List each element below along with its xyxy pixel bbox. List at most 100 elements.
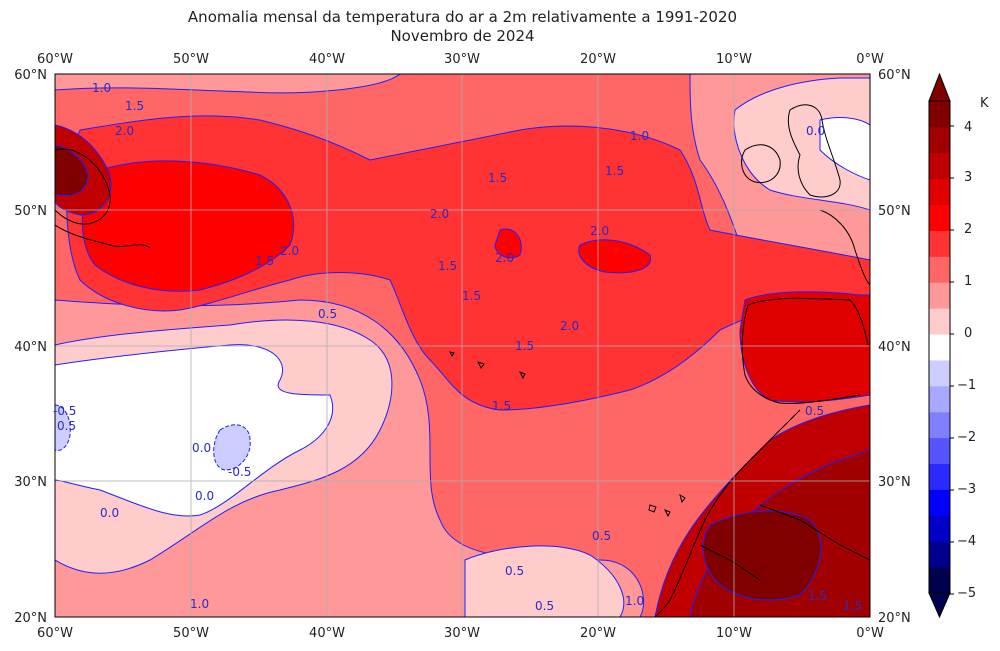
contour-label: 2.0 — [115, 124, 134, 138]
lon-label-bottom: 60°W — [37, 626, 73, 641]
colorbar-tick-label: 4 — [964, 120, 972, 135]
colorbar-tick-label: 3 — [964, 170, 972, 185]
colorbar-tick-label: −3 — [957, 482, 976, 497]
contour-label: 0.0 — [192, 441, 211, 455]
anomaly-field-iberia — [739, 291, 870, 403]
lon-label-bottom: 10°W — [716, 626, 752, 641]
colorbar-segment — [929, 411, 950, 439]
lat-label-left: 20°N — [14, 611, 47, 626]
lat-label-left: 30°N — [14, 475, 47, 490]
lon-label-top: 40°W — [309, 52, 345, 67]
anomaly-field-2-2.5 — [494, 228, 522, 259]
colorbar-tick-label: −4 — [957, 534, 976, 549]
border-western-sahara — [699, 544, 761, 581]
lat-label-left: 40°N — [14, 340, 47, 355]
coastline-france — [819, 209, 870, 286]
contour-label: 2.0 — [560, 319, 579, 333]
anomaly-field-hot-nw — [55, 144, 89, 197]
lat-label-right: 40°N — [878, 340, 911, 355]
contour-label: 1.5 — [125, 99, 144, 113]
anomaly-field-0.5-1 — [55, 74, 401, 94]
contour-label: 1.0 — [630, 129, 649, 143]
colorbar — [928, 72, 954, 619]
colorbar-segment — [929, 567, 950, 594]
contour-label: 0.5 — [57, 419, 76, 433]
anomaly-field-negative — [55, 404, 71, 451]
colorbar-segment — [929, 515, 950, 542]
lat-labels: 60°N 50°N 40°N 30°N 20°N 60°N 50°N 40°N … — [14, 68, 911, 626]
lon-label-bottom: 30°W — [444, 626, 480, 641]
lon-label-top: 50°W — [173, 52, 209, 67]
colorbar-segment — [929, 334, 950, 361]
contour-label: -0.5 — [228, 465, 251, 479]
contour-label: 1.0 — [625, 594, 644, 608]
contour-label: 0.0 — [195, 489, 214, 503]
contour-label: 2.0 — [495, 251, 514, 265]
contour-label: 1.5 — [462, 289, 481, 303]
coastlines — [55, 104, 870, 617]
coastline-great-britain — [787, 104, 841, 198]
anomaly-field-0-0.5 — [464, 545, 625, 617]
colorbar-tick-label: −1 — [957, 378, 976, 393]
lat-label-left: 60°N — [14, 68, 47, 83]
colorbar-extend-min — [928, 592, 951, 619]
anomaly-field-africa — [702, 510, 822, 601]
contour-label: 0.5 — [592, 529, 611, 543]
contour-label: 1.5 — [488, 171, 507, 185]
anomaly-field-2-2.5 — [81, 160, 295, 292]
contour-label: 1.5 — [492, 399, 511, 413]
coastline-nova-scotia — [55, 224, 151, 249]
contour-label-layer: 1.0 1.5 2.0 1.5 2.0 1.5 2.0 1.5 2.0 1.5 … — [53, 81, 862, 613]
colorbar-tick-label: 1 — [964, 274, 972, 289]
contour-label: 1.5 — [438, 259, 457, 273]
lat-label-right: 60°N — [878, 68, 911, 83]
contour-label: 0.0 — [806, 124, 825, 138]
colorbar-segment — [929, 204, 950, 231]
graticule — [55, 74, 870, 617]
coastline-azores — [449, 351, 526, 380]
contour-label: 0.5 — [535, 599, 554, 613]
colorbar-segment — [929, 178, 950, 206]
colorbar-segment — [929, 256, 950, 283]
lat-label-right: 30°N — [878, 475, 911, 490]
colorbar-unit: K — [980, 96, 989, 111]
colorbar-extend-max — [928, 72, 951, 102]
colorbar-segment — [929, 282, 950, 309]
border-morocco-algeria — [759, 504, 870, 561]
coastline-canaries — [648, 493, 686, 518]
lon-label-bottom: 0°W — [856, 626, 884, 641]
contour-label: 0.0 — [100, 506, 119, 520]
anomaly-field-near-zero — [55, 344, 334, 517]
contour-label: -0.5 — [53, 404, 76, 418]
lat-label-right: 20°N — [878, 611, 911, 626]
colorbar-segment — [929, 385, 950, 413]
contour-label: 1.5 — [808, 589, 827, 603]
lon-label-top: 60°W — [37, 52, 73, 67]
lat-label-right: 50°N — [878, 204, 911, 219]
anomaly-field-uk-cool — [819, 117, 870, 181]
anomaly-field-negative — [213, 424, 251, 471]
contour-label: 1.5 — [515, 339, 534, 353]
lon-label-top: 30°W — [444, 52, 480, 67]
colorbar-segment — [929, 359, 950, 387]
colorbar-tick-label: 0 — [964, 326, 972, 341]
lon-label-top: 0°W — [856, 52, 884, 67]
contour-label: 1.0 — [92, 81, 111, 95]
coastline-newfoundland — [55, 148, 111, 225]
colorbar-segment — [929, 437, 950, 465]
lon-labels: 60°W 50°W 40°W 30°W 20°W 10°W 0°W 60°W 5… — [37, 52, 884, 641]
colorbar-segment — [929, 489, 950, 516]
lat-label-left: 50°N — [14, 204, 47, 219]
coastline-africa — [654, 409, 801, 617]
contour-label: 2.0 — [280, 244, 299, 258]
contour-label: 1.5 — [843, 599, 862, 613]
contour-label: 1.5 — [255, 254, 274, 268]
contour-label: 2.0 — [590, 224, 609, 238]
colorbar-segment — [929, 230, 950, 257]
coastline-ireland — [741, 144, 781, 184]
contour-label: 0.5 — [505, 564, 524, 578]
lon-label-bottom: 20°W — [580, 626, 616, 641]
colorbar-segment — [929, 541, 950, 568]
colorbar-segment — [929, 101, 950, 128]
colorbar-frame — [928, 100, 951, 594]
